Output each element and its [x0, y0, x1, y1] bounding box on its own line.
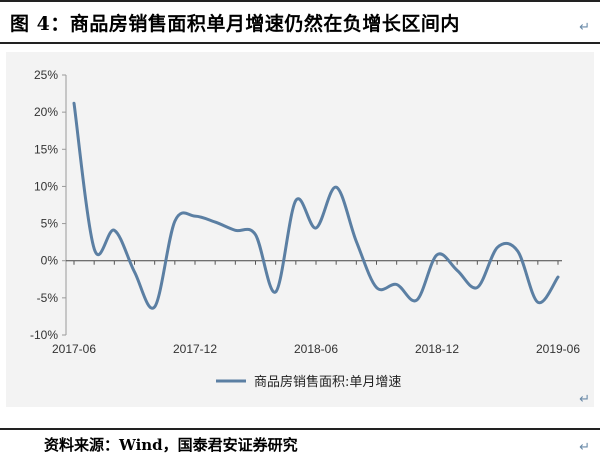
x-tick-label: 2017-12 [173, 342, 217, 356]
source-bar: 资料来源：Wind，国泰君安证券研究 [0, 428, 600, 458]
x-tick-label: 2019-06 [536, 342, 580, 356]
title-bar: 图 4：商品房销售面积单月增速仍然在负增长区间内 [0, 0, 600, 44]
y-tick-label: 20% [34, 105, 58, 119]
y-tick-label: -10% [30, 328, 58, 342]
y-tick-label: 5% [41, 217, 59, 231]
legend-label: 商品房销售面积:单月增速 [254, 374, 401, 390]
figure-title: 图 4：商品房销售面积单月增速仍然在负增长区间内 [10, 12, 460, 35]
return-mark: ↵ [579, 20, 590, 35]
x-tick-label: 2018-06 [294, 342, 338, 356]
y-tick-label: 10% [34, 179, 58, 193]
return-mark: ↵ [579, 440, 590, 455]
y-tick-label: 0% [41, 254, 59, 268]
y-tick-label: 25% [34, 68, 58, 82]
source-note: 资料来源：Wind，国泰君安证券研究 [44, 435, 298, 454]
return-mark: ↵ [579, 392, 590, 407]
x-tick-label: 2017-06 [52, 342, 96, 356]
y-tick-label: 15% [34, 142, 58, 156]
x-tick-label: 2018-12 [415, 342, 459, 356]
line-chart: 25% 20% 15% 10% 5% 0% -5% -10%2017-06 2017-12 201… [30, 68, 580, 390]
series-line [72, 101, 560, 310]
y-tick-label: -5% [37, 291, 59, 305]
chart-panel: 25% 20% 15% 10% 5% 0% -5% -10% 2017-06 2017-12 201… [6, 52, 594, 407]
